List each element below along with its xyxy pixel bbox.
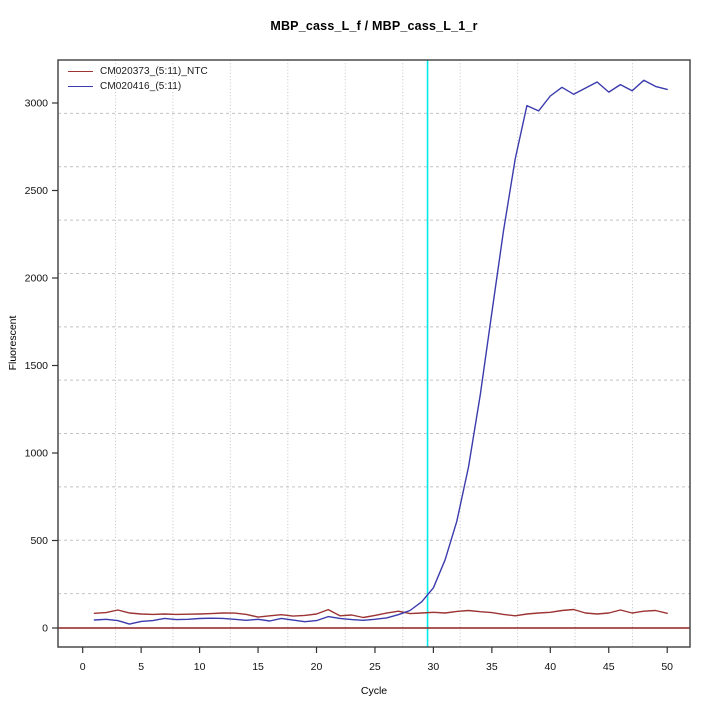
- y-tick-label: 2000: [25, 273, 49, 285]
- x-tick-label: 50: [661, 661, 673, 673]
- x-tick-label: 20: [311, 661, 323, 673]
- chart-title: MBP_cass_L_f / MBP_cass_L_1_r: [270, 19, 478, 33]
- y-tick-label: 0: [42, 623, 48, 635]
- x-tick-label: 5: [138, 661, 144, 673]
- x-tick-label: 15: [252, 661, 264, 673]
- legend-label: CM020373_(5:11)_NTC: [100, 65, 208, 77]
- x-tick-label: 10: [194, 661, 206, 673]
- y-tick-label: 500: [30, 535, 48, 547]
- legend-line-sample-icon: [68, 70, 93, 72]
- legend-label: CM020416_(5:11): [100, 80, 182, 92]
- x-tick-label: 45: [603, 661, 615, 673]
- x-tick-label: 0: [80, 661, 86, 673]
- series-line-0: [93, 608, 668, 619]
- x-tick-label: 25: [369, 661, 381, 673]
- y-tick-label: 2500: [25, 185, 49, 197]
- x-tick-label: 30: [428, 661, 440, 673]
- series-line-1: [93, 79, 668, 625]
- plot-border: [57, 59, 691, 648]
- x-tick-label: 35: [486, 661, 498, 673]
- x-tick-label: 40: [544, 661, 556, 673]
- legend-line-sample-icon: [68, 85, 93, 87]
- legend-item-sample: CM020416_(5:11): [68, 80, 208, 92]
- y-tick-label: 3000: [25, 98, 49, 110]
- legend: CM020373_(5:11)_NTC CM020416_(5:11): [68, 65, 208, 92]
- x-axis-title: Cycle: [360, 685, 388, 697]
- y-tick-label: 1000: [25, 448, 49, 460]
- y-axis-title: Fluorescent: [7, 315, 19, 371]
- y-tick-label: 1500: [25, 360, 49, 372]
- legend-item-ntc: CM020373_(5:11)_NTC: [68, 65, 208, 77]
